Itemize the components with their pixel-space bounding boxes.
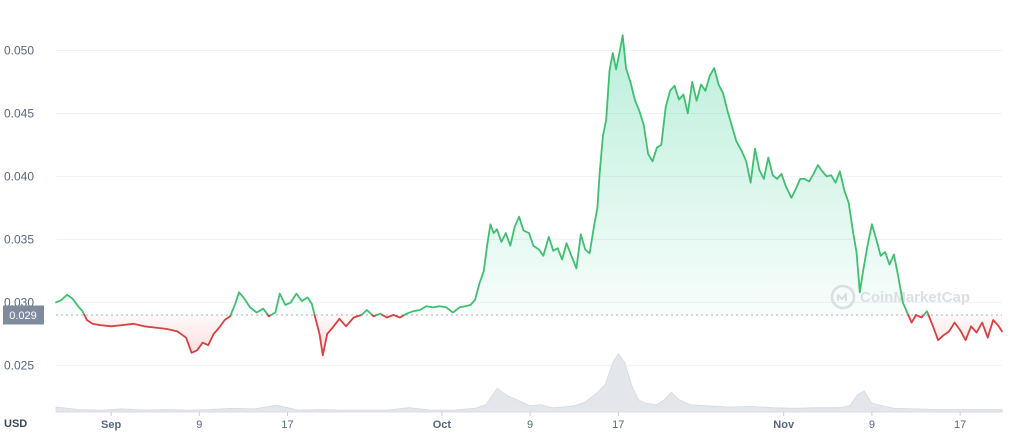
x-tick-label-2: 17 [281, 419, 293, 431]
price-area-fill [56, 35, 1002, 356]
down-line-segment-7 [371, 314, 378, 318]
x-axis: Sep 9 17 Oct 9 17 Nov 9 17 [101, 412, 966, 431]
up-fill-segment-0 [56, 294, 85, 315]
up-fill-segment-2 [230, 292, 268, 315]
y-tick-label-0: 0.025 [4, 358, 34, 372]
up-line-segment-4 [270, 292, 316, 316]
up-line-segment-12 [403, 34, 910, 316]
y-tick-label-3: 0.040 [4, 169, 34, 183]
down-fill-segment-1 [84, 315, 231, 353]
y-tick-label-5: 0.050 [4, 43, 34, 57]
coinmarketcap-logo-icon [830, 284, 856, 310]
down-line-segment-13 [907, 314, 917, 324]
gridlines [56, 49, 1002, 413]
x-tick-label-0: Sep [101, 419, 121, 431]
up-line-segment-0 [55, 293, 86, 316]
x-tick-label-6: Nov [773, 419, 795, 431]
down-line-segment-9 [381, 314, 395, 319]
currency-unit-label: USD [4, 418, 27, 430]
x-tick-label-1: 9 [196, 419, 202, 431]
up-line-segment-6 [360, 309, 374, 316]
current-price-label: 0.029 [3, 305, 44, 325]
down-fill-segment-5 [314, 315, 362, 356]
price-line [55, 34, 1003, 357]
volume-area [55, 352, 1003, 413]
down-line-segment-1 [83, 314, 232, 354]
up-line-segment-2 [229, 291, 269, 316]
y-tick-label-4: 0.045 [4, 106, 34, 120]
x-tick-label-8: 17 [954, 419, 966, 431]
down-line-segment-17 [927, 314, 1003, 342]
down-line-segment-15 [915, 314, 925, 319]
x-tick-label-3: Oct [433, 419, 452, 431]
down-line-segment-5 [313, 314, 363, 357]
x-tick-label-5: 17 [612, 419, 624, 431]
coinmarketcap-watermark: CoinMarketCap [830, 284, 970, 310]
x-tick-label-7: 9 [869, 419, 875, 431]
up-line-segment-16 [922, 310, 930, 316]
up-fill-segment-12 [404, 35, 909, 316]
volume-bars [55, 352, 1003, 413]
watermark-text: CoinMarketCap [860, 289, 970, 306]
y-tick-label-2: 0.035 [4, 232, 34, 246]
down-line-segment-11 [392, 314, 406, 319]
current-price-text: 0.029 [9, 310, 37, 322]
down-fill-segment-17 [928, 315, 1002, 341]
current-price-badge [3, 305, 44, 325]
x-tick-label-4: 9 [527, 419, 533, 431]
